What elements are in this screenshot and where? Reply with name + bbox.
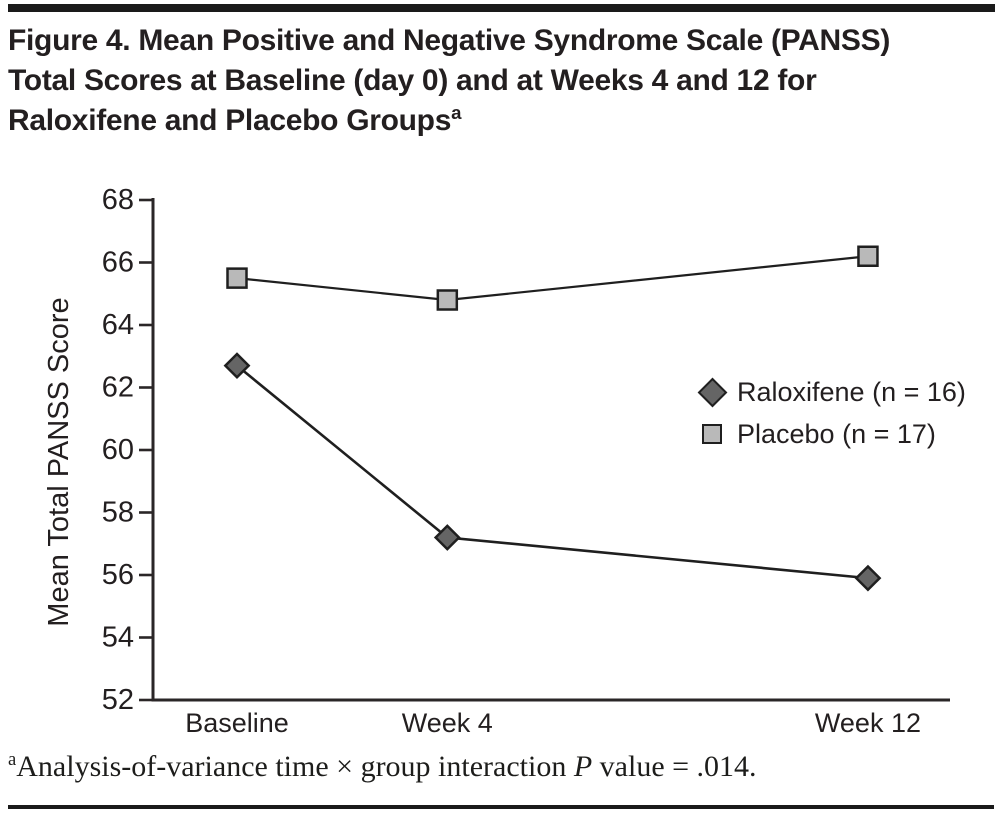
footnote-p-symbol: P: [573, 750, 593, 783]
raloxifene-diamond-marker: [433, 524, 461, 551]
chart-legend: Raloxifene (n = 16) Placebo (n = 17): [695, 373, 966, 457]
x-tick-label: Week 12: [815, 708, 921, 738]
figure-title-text: Raloxifene and Placebo Groups: [8, 104, 452, 137]
y-tick-label: 52: [102, 684, 134, 716]
legend-label-raloxifene: Raloxifene (n = 16): [737, 376, 966, 407]
placebo-square-icon: [702, 424, 722, 444]
footnote-text: value = .014.: [592, 750, 757, 783]
series-line-placebo: [236, 255, 869, 302]
legend-item-raloxifene: Raloxifene (n = 16): [695, 373, 966, 411]
bottom-rule: [8, 805, 994, 809]
placebo-square-marker: [226, 267, 248, 289]
y-tick-label: 68: [102, 184, 134, 216]
legend-label-placebo: Placebo (n = 17): [737, 418, 936, 449]
figure-title-line-2: Total Scores at Baseline (day 0) and at …: [8, 61, 1000, 101]
raloxifene-diamond-marker: [854, 564, 882, 592]
raloxifene-diamond-marker: [223, 352, 251, 380]
y-tick-label: 64: [102, 309, 134, 341]
footnote-superscript: a: [8, 749, 17, 770]
figure-title: Figure 4. Mean Positive and Negative Syn…: [8, 21, 1000, 141]
figure-title-line-3: Raloxifene and Placebo Groupsa: [8, 101, 1000, 141]
y-tick-label: 54: [102, 622, 134, 654]
footnote-text: Analysis-of-variance time × group intera…: [16, 750, 574, 783]
figure-title-text: Figure 4. Mean Positive and Negative Syn…: [8, 24, 891, 57]
y-tick-label: 60: [102, 434, 134, 466]
figure-title-text: Total Scores at Baseline (day 0) and at …: [8, 64, 817, 97]
figure-title-superscript: a: [451, 102, 462, 123]
y-tick-label: 56: [102, 559, 134, 591]
y-tick-label: 58: [102, 497, 134, 529]
raloxifene-diamond-icon: [697, 377, 727, 407]
y-tick-label: 62: [102, 372, 134, 404]
y-tick-label: 66: [102, 247, 134, 279]
top-rule: [8, 4, 995, 12]
x-tick-label: Baseline: [185, 708, 289, 738]
x-tick-label: Week 4: [402, 708, 493, 738]
placebo-square-marker: [857, 245, 879, 267]
figure-title-line-1: Figure 4. Mean Positive and Negative Syn…: [8, 21, 1000, 61]
y-axis-title: Mean Total PANSS Score: [43, 297, 75, 626]
figure-footnote: aAnalysis-of-variance time × group inter…: [8, 750, 998, 784]
placebo-square-marker: [436, 289, 459, 311]
legend-item-placebo: Placebo (n = 17): [695, 415, 966, 453]
